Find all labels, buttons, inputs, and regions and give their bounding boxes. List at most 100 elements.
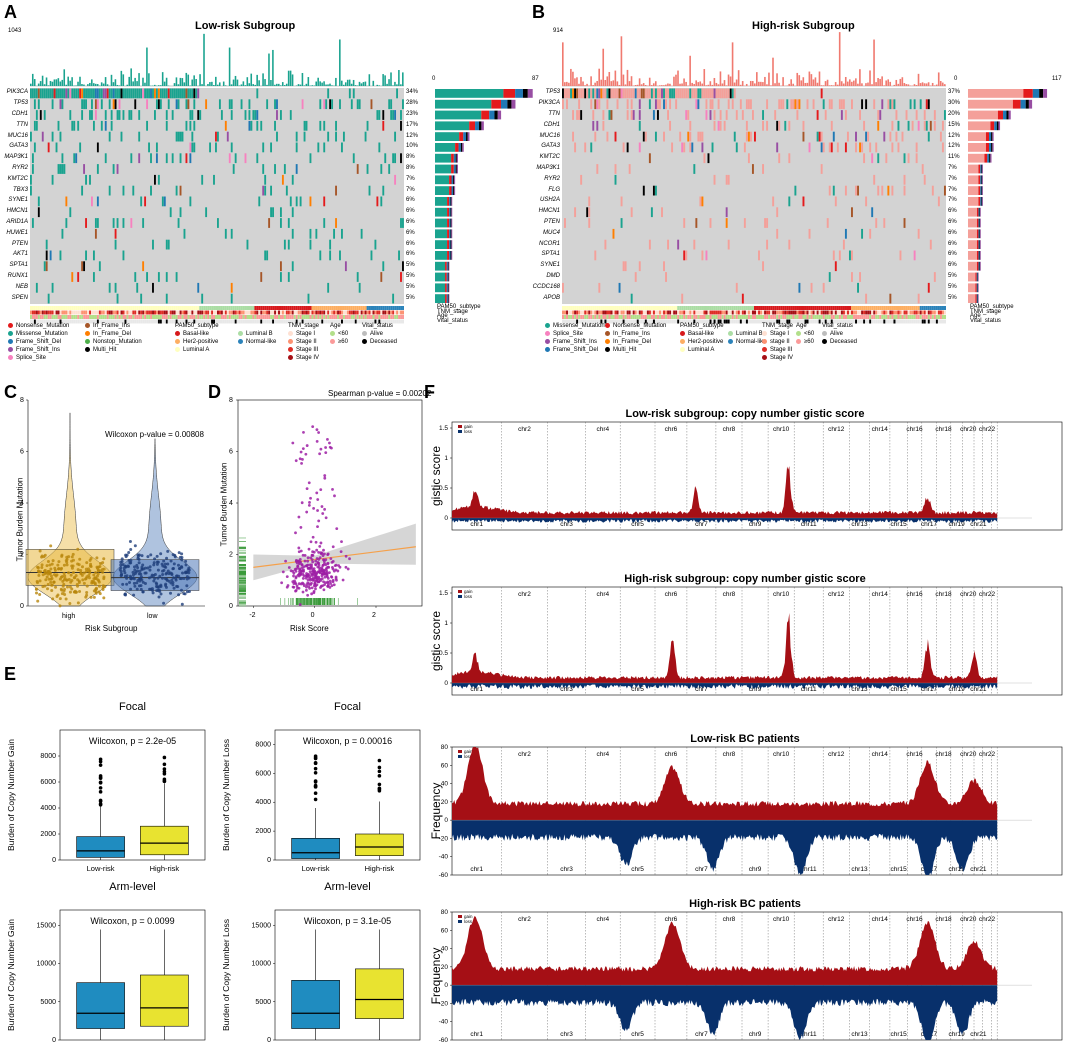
panelB-annotation-cell <box>713 310 716 315</box>
panelB-annotation-cell <box>691 319 694 324</box>
panelB-gene-bar <box>1025 99 1029 109</box>
panelA-mutation-cell <box>163 196 166 207</box>
panel-b-tmb-max: 914 <box>553 28 564 34</box>
panel-a-legend-tnm: TNM_stage Stage I Stage II Stage III Sta… <box>288 323 320 361</box>
panelA-mutation-cell <box>358 99 361 110</box>
panelB-annotation-cell <box>661 315 664 319</box>
panelB-annotation-cell <box>703 315 706 319</box>
panelA-tmb-bar <box>392 85 394 86</box>
panelA-annotation-cell <box>309 319 312 324</box>
panelB-tmb-bar <box>927 82 930 86</box>
panelA-gene-label: TTN <box>16 121 28 128</box>
panelA-annotation-cell <box>346 310 349 315</box>
panelA-tmb-bar <box>244 85 247 86</box>
panelB-annotation-cell <box>620 306 623 310</box>
panelA-mutation-cell <box>191 131 194 142</box>
panel-c-point <box>148 568 152 572</box>
panelB-annotation-cell <box>909 315 912 319</box>
panelA-tmb-bar <box>348 79 351 86</box>
panelB-annotation-cell <box>596 319 599 324</box>
panel-d-point <box>324 558 328 562</box>
panelB-gene-label: KMT2C <box>539 154 560 161</box>
panelA-tmb-bar <box>378 85 380 86</box>
panel-e-y-tick-label: 4000 <box>255 799 271 806</box>
panelB-mutation-cell <box>766 120 769 131</box>
panelA-mutation-cell <box>183 88 186 99</box>
panelA-annotation-cell <box>179 319 182 324</box>
panelA-tmb-bar <box>230 84 233 86</box>
panelA-mutation-cell <box>43 88 46 99</box>
panelB-annotation-cell <box>650 306 653 310</box>
panelB-mutation-cell <box>776 120 779 131</box>
panelA-tmb-bar <box>161 72 164 86</box>
panelB-annotation-cell <box>719 306 722 310</box>
panelA-mutation-cell <box>116 218 119 228</box>
panel-f-chr-label-top: chr16 <box>906 426 923 433</box>
panel-d-point <box>291 441 295 445</box>
panelB-tmb-bar <box>751 81 754 86</box>
panelB-annotation-cell <box>869 306 872 310</box>
panelB-mutation-cell <box>626 99 629 110</box>
panelB-mutation-cell <box>796 99 799 110</box>
panelA-mutation-cell <box>301 99 304 110</box>
panelB-annotation-cell <box>612 310 615 315</box>
panelB-annotation-cell <box>778 306 781 310</box>
panelA-annotation-cell <box>281 315 284 319</box>
panelA-mutation-cell <box>144 88 147 99</box>
panelA-gene-bar <box>451 229 453 239</box>
panelB-annotation-cell <box>792 319 795 324</box>
panelA-annotation-cell <box>270 319 273 324</box>
panelB-gene-bar <box>979 218 981 228</box>
panelA-annotation-cell <box>305 306 308 310</box>
panelB-annotation-cell <box>770 306 773 310</box>
panelA-mutation-cell <box>380 272 383 282</box>
panelB-annotation-cell <box>790 315 793 319</box>
panelB-gene-bar <box>1008 110 1011 120</box>
panelA-mutation-cell <box>59 88 62 99</box>
panelA-mutation-cell <box>189 110 192 120</box>
panelA-mutation-cell <box>35 110 38 120</box>
panelA-annotation-cell <box>242 319 245 324</box>
panelA-annotation-cell <box>250 306 253 310</box>
panelB-gene-bar <box>982 186 983 195</box>
panel-d-point <box>317 550 321 554</box>
panel-d-point <box>299 549 303 553</box>
panelA-annotation-cell <box>293 319 296 324</box>
panelB-annotation-cell <box>624 310 627 315</box>
panelB-annotation-cell <box>576 306 579 310</box>
panel-d-point <box>321 563 325 567</box>
panelA-annotation-cell <box>272 315 275 319</box>
panelB-annotation-cell <box>610 306 613 310</box>
panelB-annotation-cell <box>774 306 777 310</box>
panelA-mutation-cell <box>150 88 152 99</box>
panelA-annotation-cell <box>92 319 95 324</box>
panelA-annotation-cell <box>108 306 111 310</box>
panelA-annotation-cell <box>344 306 347 310</box>
panelB-annotation-cell <box>871 310 874 315</box>
panelA-mutation-cell <box>220 110 223 120</box>
panelA-tmb-bar <box>185 72 188 86</box>
panelB-annotation-cell <box>879 319 882 324</box>
panel-f-y-tick-label: 80 <box>441 909 449 916</box>
panelB-annotation-label: PAM50_subtype <box>970 304 1014 310</box>
panelB-annotation-cell <box>911 315 914 319</box>
panelA-annotation-cell <box>132 310 135 315</box>
panel-e-outlier <box>377 787 382 791</box>
panelB-annotation-cell <box>770 310 773 315</box>
panel-d-point <box>311 535 315 539</box>
panel-e-outlier <box>98 790 103 794</box>
panelB-gene-bar <box>978 197 981 206</box>
panelA-tmb-bar <box>55 79 58 86</box>
panelB-annotation-cell <box>699 306 702 310</box>
panelA-annotation-cell <box>262 306 265 310</box>
panelB-annotation-cell <box>707 306 710 310</box>
panel-c-point <box>177 593 181 597</box>
panelA-mutation-cell <box>134 99 137 110</box>
panel-f-chr-label-bottom: chr5 <box>631 686 644 693</box>
panel-f-chr-label-bottom: chr15 <box>890 866 907 873</box>
panelB-annotation-cell <box>588 310 591 315</box>
panelA-mutation-cell <box>91 110 93 120</box>
panelA-annotation-cell <box>325 319 328 324</box>
panelB-annotation-cell <box>741 315 744 319</box>
panelA-annotation-cell <box>244 310 247 315</box>
